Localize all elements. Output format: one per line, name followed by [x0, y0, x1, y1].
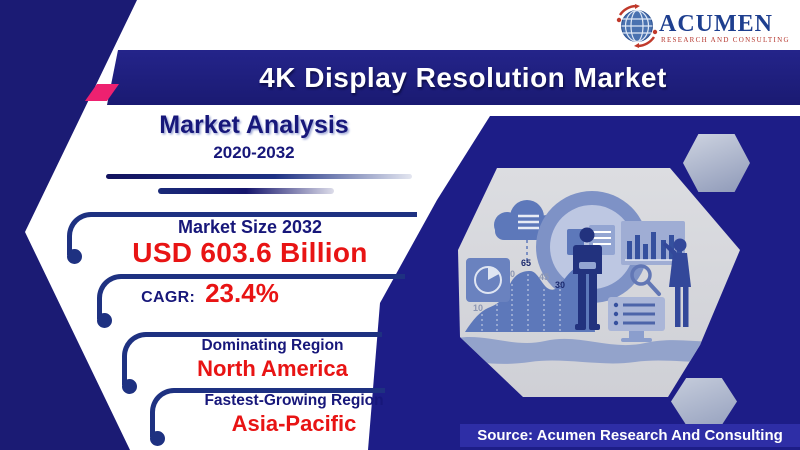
dominating-region-label: Dominating Region — [201, 337, 344, 354]
analysis-period: 2020-2032 — [213, 143, 295, 162]
area-label-30: 30 — [555, 280, 565, 290]
dominating-region-bracket — [122, 332, 382, 394]
logo-brand-text: ACUMEN — [659, 11, 773, 37]
pie-chart-icon — [466, 258, 510, 302]
area-label-50: 50 — [505, 269, 515, 279]
market-size-bracket — [67, 212, 417, 264]
cagr-bracket — [97, 274, 405, 328]
cagr-value: 23.4% — [205, 278, 279, 308]
logo-tagline-text: RESEARCH AND CONSULTING — [661, 36, 790, 44]
area-label-65: 65 — [521, 258, 531, 268]
area-chart-gridlines — [481, 273, 561, 331]
fastest-region-label: Fastest-Growing Region — [204, 392, 384, 409]
cloud-list-lines — [518, 214, 539, 230]
decor-hexagon-top — [683, 134, 750, 192]
cagr-row: CAGR: 23.4% — [60, 278, 360, 309]
decor-hexagon-bottom — [671, 378, 737, 425]
woman-silhouette — [663, 238, 691, 327]
cagr-label: CAGR: — [141, 289, 196, 306]
area-label-10: 10 — [473, 303, 483, 313]
area-label-45: 45 — [539, 272, 549, 282]
dominating-region-value: North America — [197, 356, 348, 381]
analysis-heading: Market Analysis — [159, 111, 349, 139]
fastest-region-bracket — [150, 388, 385, 446]
search-icon — [630, 264, 661, 296]
market-size-value: USD 603.6 Billion — [132, 237, 368, 268]
divider-line-long — [106, 174, 412, 179]
source-text: Source: Acumen Research And Consulting — [477, 427, 783, 444]
market-size-label: Market Size 2032 — [177, 217, 323, 237]
title-banner: 4K Display Resolution Market — [107, 50, 800, 105]
illustration-graphic: 10 20 50 65 45 30 — [458, 168, 740, 397]
page-title: 4K Display Resolution Market — [259, 61, 667, 93]
divider-line-short — [158, 188, 334, 194]
source-bar: Source: Acumen Research And Consulting — [460, 424, 800, 447]
wave-ground — [458, 337, 740, 364]
market-research-illustration: 10 20 50 65 45 30 — [435, 105, 755, 405]
logo-graphic: ACUMEN RESEARCH AND CONSULTING — [616, 4, 790, 48]
acumen-logo: ACUMEN RESEARCH AND CONSULTING — [615, 4, 797, 48]
server-console — [608, 297, 665, 342]
globe-icon — [616, 4, 658, 48]
fastest-region-value: Asia-Pacific — [231, 411, 357, 436]
tablet-in-hands — [579, 262, 596, 269]
